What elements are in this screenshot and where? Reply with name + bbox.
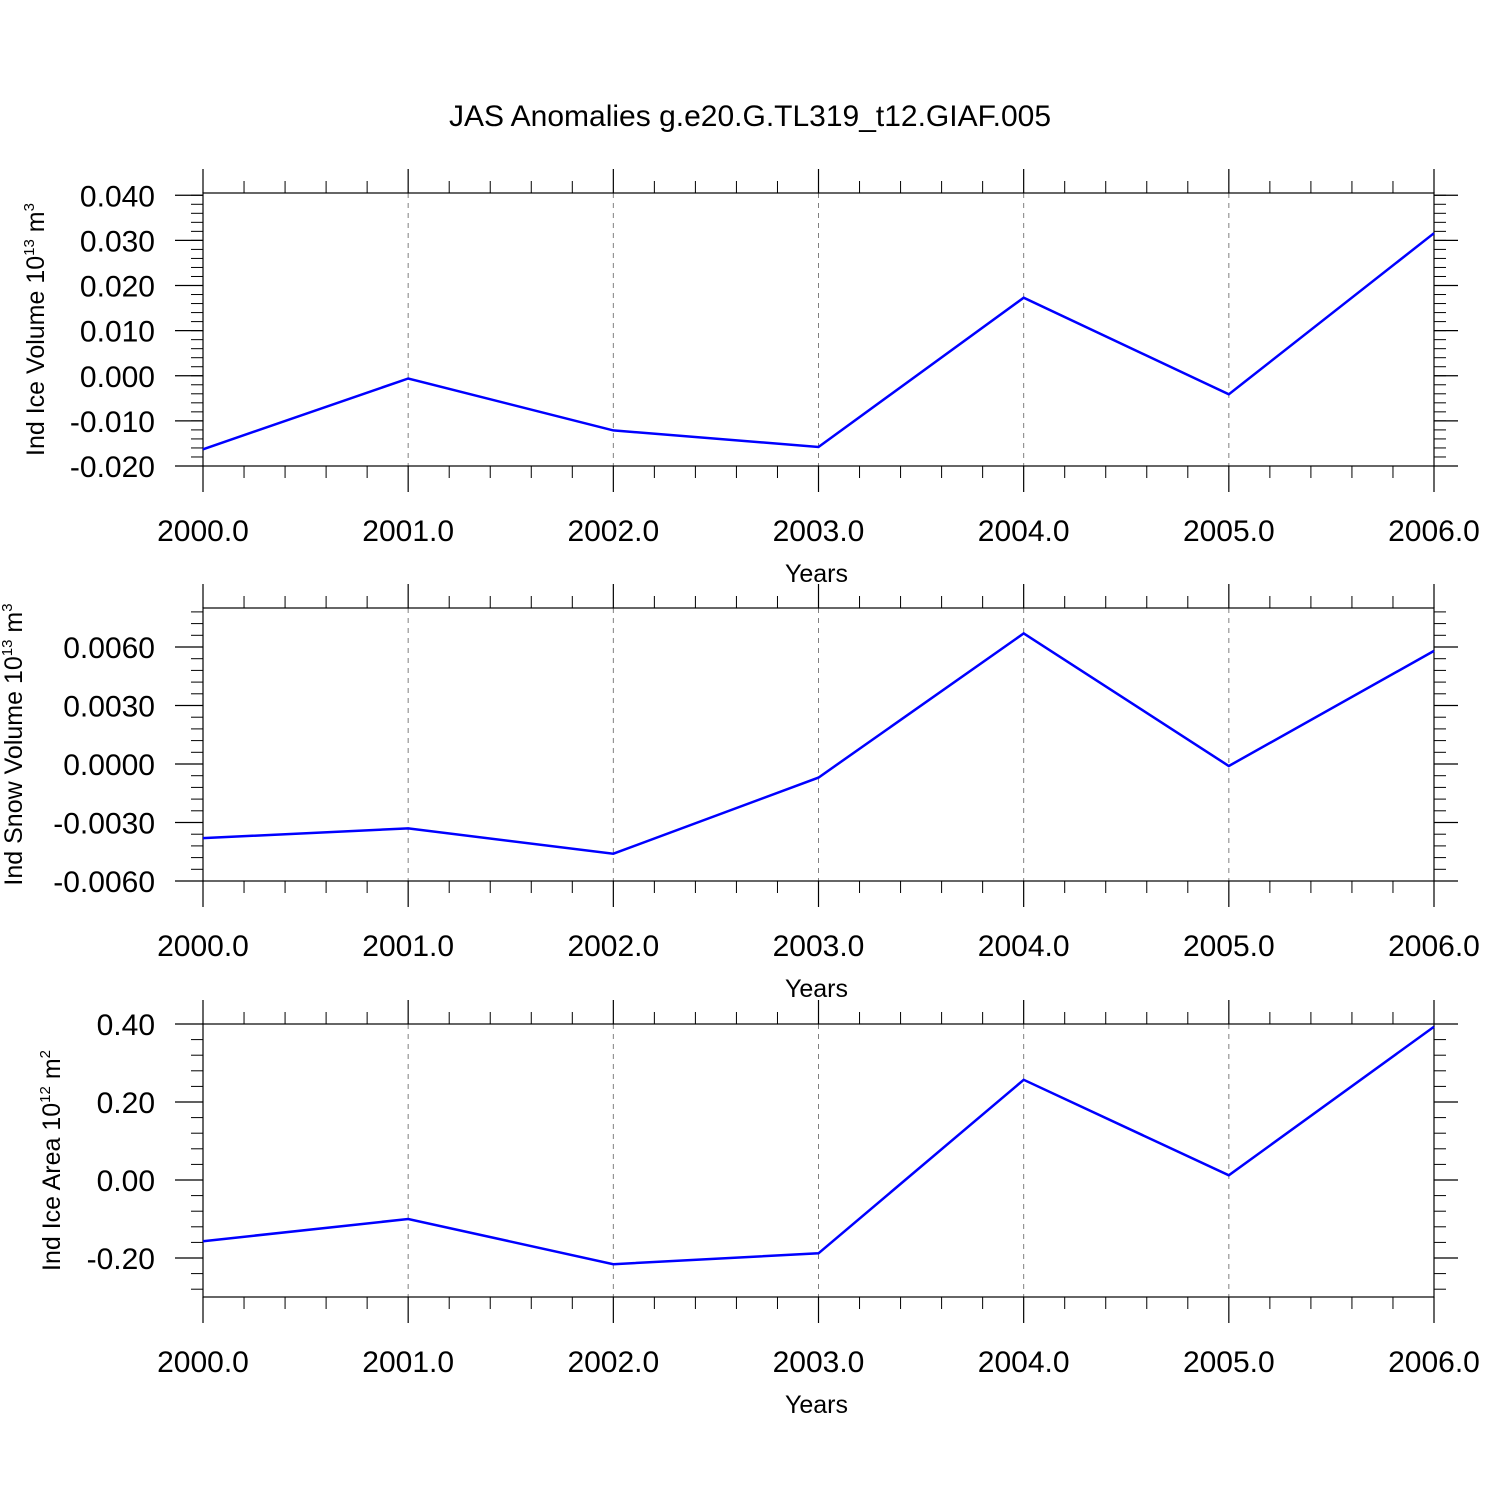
x-tick-label: 2001.0	[362, 515, 454, 548]
y-tick-label: 0.010	[80, 316, 155, 349]
x-tick-label: 2001.0	[362, 1346, 454, 1379]
y-axis-label-unit-exponent: 3	[0, 603, 16, 611]
y-axis-label-unit-exponent: 2	[37, 1050, 54, 1058]
y-axis-label-unit: m	[22, 211, 50, 239]
x-tick-label: 2002.0	[567, 515, 659, 548]
chart-panel-1: -0.020 -0.010 0.000 0.010 0.020 0.030 0.040 200…	[21, 169, 1480, 588]
y-axis-label: Ind Ice Volume 1013 m3	[21, 203, 50, 456]
y-tick-label: 0.0030	[63, 691, 155, 724]
y-tick-label: 0.20	[97, 1087, 155, 1120]
y-axis-label-unit: m	[0, 612, 28, 640]
y-tick-label: -0.010	[70, 406, 155, 439]
y-tick-label: 0.030	[80, 225, 155, 258]
y-tick-label: -0.0030	[53, 808, 155, 841]
y-tick-label: 0.0000	[63, 749, 155, 782]
x-axis-label: Years	[785, 975, 848, 1003]
chart-panel-3: -0.20 0.00 0.20 0.40 2000.0 2001.0 2002.0 2003.…	[37, 1000, 1480, 1419]
x-tick-label: 2003.0	[773, 1346, 865, 1379]
y-tick-label: 0.000	[80, 361, 155, 394]
y-tick-label: 0.020	[80, 271, 155, 304]
x-tick-label: 2000.0	[157, 1346, 249, 1379]
y-axis-label-exponent: 13	[0, 640, 16, 657]
y-tick-label: 0.0060	[63, 632, 155, 665]
x-tick-label: 2002.0	[567, 1346, 659, 1379]
y-tick-label: -0.20	[87, 1243, 155, 1276]
y-axis-label-main: Ind Snow Volume 10	[0, 656, 28, 885]
x-tick-label: 2003.0	[773, 515, 865, 548]
x-tick-label: 2005.0	[1183, 930, 1275, 963]
x-tick-label: 2002.0	[567, 930, 659, 963]
x-tick-label: 2006.0	[1388, 930, 1480, 963]
x-tick-label: 2006.0	[1388, 1346, 1480, 1379]
x-tick-label: 2006.0	[1388, 515, 1480, 548]
x-axis-label: Years	[785, 560, 848, 588]
x-tick-label: 2005.0	[1183, 1346, 1275, 1379]
x-tick-label: 2004.0	[978, 515, 1070, 548]
y-tick-label: 0.40	[97, 1009, 155, 1042]
y-axis-label-unit-exponent: 3	[21, 203, 38, 211]
y-tick-label: -0.0060	[53, 866, 155, 899]
x-tick-label: 2004.0	[978, 1346, 1070, 1379]
x-tick-label: 2001.0	[362, 930, 454, 963]
y-tick-label: 0.040	[80, 180, 155, 213]
y-axis-label-exponent: 12	[37, 1086, 54, 1103]
x-tick-label: 2000.0	[157, 930, 249, 963]
y-axis-label-main: Ind Ice Volume 10	[22, 256, 50, 456]
x-axis-label: Years	[785, 1391, 848, 1419]
x-tick-label: 2004.0	[978, 930, 1070, 963]
y-axis-label-main: Ind Ice Area 10	[38, 1103, 66, 1271]
x-tick-label: 2005.0	[1183, 515, 1275, 548]
chart-panel-2: -0.0060 -0.0030 0.0000 0.0030 0.0060 2000.0 20…	[0, 584, 1480, 1003]
y-tick-label: 0.00	[97, 1165, 155, 1198]
y-axis-label-exponent: 13	[21, 239, 38, 256]
y-axis-label: Ind Ice Area 1012 m2	[37, 1050, 66, 1271]
x-tick-label: 2000.0	[157, 515, 249, 548]
figure-title: JAS Anomalies g.e20.G.TL319_t12.GIAF.005	[0, 100, 1500, 134]
x-tick-label: 2003.0	[773, 930, 865, 963]
y-axis-label: Ind Snow Volume 1013 m3	[0, 603, 28, 885]
y-tick-label: -0.020	[70, 451, 155, 484]
y-axis-label-unit: m	[38, 1058, 66, 1086]
